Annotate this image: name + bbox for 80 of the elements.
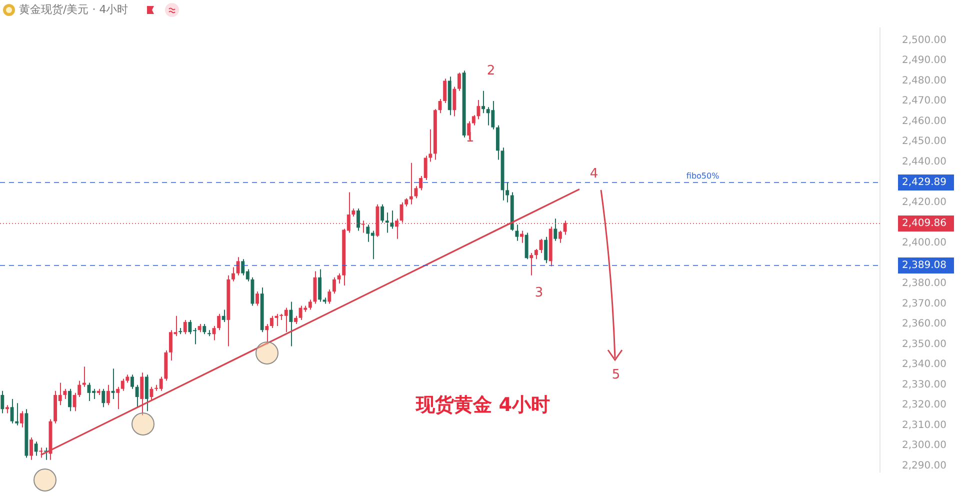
candlestick: [0, 390, 4, 414]
candlestick: [530, 252, 534, 276]
y-tick-label: 2,370.00: [902, 298, 947, 310]
y-tick-label: 2,389.08: [902, 260, 947, 272]
y-tick-label: 2,290.00: [902, 460, 947, 472]
candlestick: [414, 186, 418, 199]
candlestick: [106, 384, 110, 406]
candlestick: [217, 313, 221, 331]
candlestick: [289, 301, 293, 347]
candlestick: [554, 218, 558, 242]
candlestick: [231, 266, 235, 282]
candlestick: [63, 388, 67, 400]
candlestick: [328, 289, 332, 304]
candlestick: [520, 230, 524, 244]
candlestick: [30, 437, 33, 460]
y-tick-label: 2,450.00: [902, 136, 947, 148]
candlestick: [140, 372, 144, 416]
candlestick: [558, 230, 562, 244]
candlestick: [318, 268, 322, 302]
candlestick: [419, 176, 422, 191]
candlestick: [15, 402, 19, 426]
y-tick-label: 2,330.00: [902, 379, 947, 390]
candlestick: [534, 248, 538, 260]
annotation: 3: [534, 285, 544, 300]
candlestick: [256, 291, 259, 306]
y-tick-label: 2,429.89: [902, 177, 947, 188]
candlestick: [102, 388, 106, 408]
candlestick: [452, 86, 456, 117]
candlestick: [20, 410, 24, 428]
candlestick: [308, 299, 312, 310]
candlestick: [385, 212, 389, 234]
candlestick: [150, 386, 154, 402]
y-tick-label: 2,380.00: [902, 278, 947, 290]
annotation: 4: [590, 166, 598, 182]
y-tick-label: 2,300.00: [902, 440, 947, 452]
annotation: 现货黄金 4小时: [415, 394, 550, 416]
candlestick: [482, 90, 486, 114]
candlestick: [496, 124, 500, 160]
candlestick: [356, 208, 360, 232]
candlestick: [82, 366, 86, 388]
y-tick-label: 2,490.00: [902, 55, 947, 66]
y-tick-label: 2,470.00: [902, 96, 947, 107]
candlestick: [144, 374, 148, 412]
candlestick: [515, 224, 519, 242]
y-tick-label: 2,310.00: [902, 420, 947, 431]
candlestick: [409, 162, 413, 205]
candlestick: [130, 374, 134, 390]
y-tick-label: 2,480.00: [902, 75, 947, 86]
candlestick: [443, 78, 447, 104]
candlestick: [10, 398, 14, 424]
candlestick: [332, 276, 336, 294]
y-tick-label: 2,420.00: [902, 196, 947, 208]
y-tick-label: 2,440.00: [902, 156, 947, 168]
candlestick: [544, 236, 548, 264]
candlestick: [116, 386, 120, 410]
candlestick: [524, 232, 528, 260]
candlestick: [202, 324, 206, 335]
candlestick: [68, 388, 72, 412]
y-tick-label: 2,409.86: [902, 218, 947, 230]
annotation: 5: [612, 367, 620, 382]
chart-title: 黄金现货/美元 · 4小时: [19, 2, 128, 17]
y-tick-label: 2,350.00: [902, 338, 947, 350]
candlestick: [183, 319, 187, 335]
candlestick: [270, 315, 274, 329]
y-tick-label: 2,360.00: [902, 318, 947, 330]
candlestick: [135, 384, 139, 408]
y-tick-label: 2,400.00: [902, 238, 947, 248]
annotation: 1: [466, 130, 474, 146]
candlestick: [34, 441, 38, 456]
y-tick-label: 2,460.00: [902, 116, 947, 127]
candlestick: [380, 204, 384, 224]
y-tick-label: 2,320.00: [902, 400, 947, 411]
candlestick: [236, 256, 240, 276]
candlestick: [222, 309, 226, 322]
annotation: 2: [486, 63, 496, 78]
candlestick: [458, 72, 461, 92]
y-tick-label: 2,340.00: [902, 359, 947, 370]
y-tick-label: 2,500.00: [902, 34, 947, 46]
ref-line-label: fibo50%: [686, 172, 720, 181]
candlestick: [265, 324, 269, 345]
